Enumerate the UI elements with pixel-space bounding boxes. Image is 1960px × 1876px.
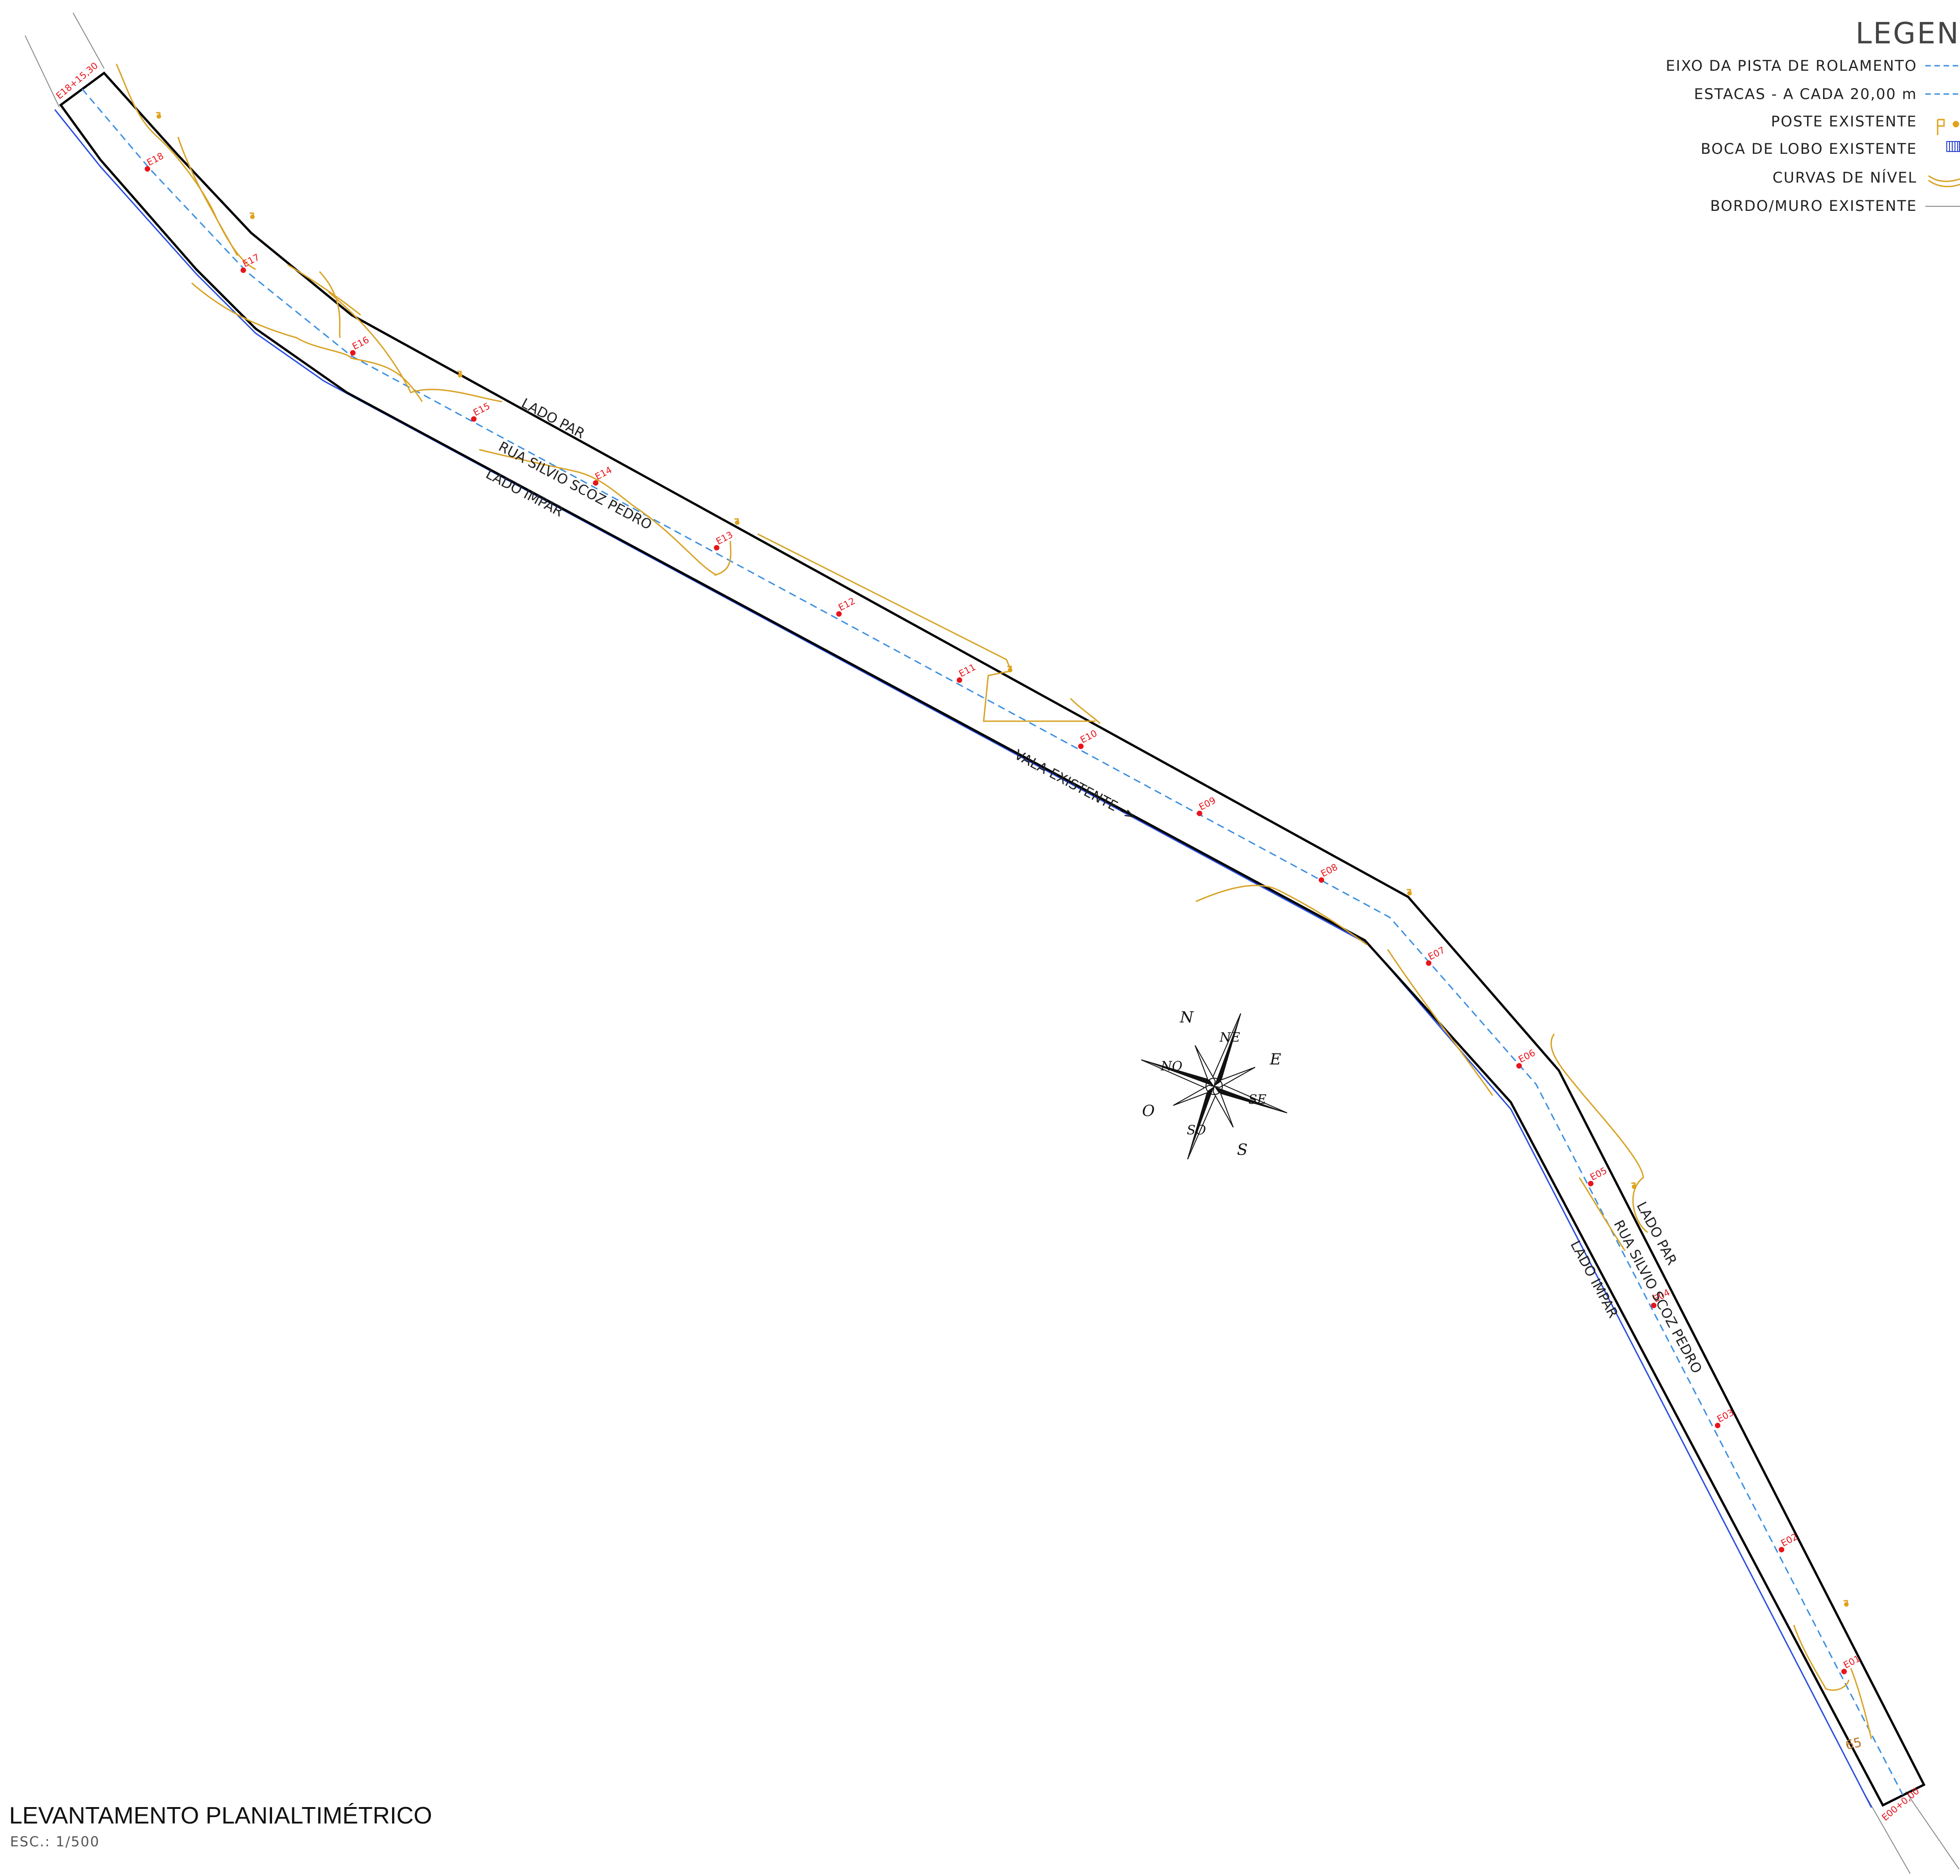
pole-icon bbox=[1844, 1600, 1849, 1607]
svg-text:NE: NE bbox=[1219, 1030, 1240, 1045]
svg-text:E06: E06 bbox=[1516, 1047, 1537, 1065]
legend-label: CURVAS DE NÍVEL bbox=[1772, 169, 1917, 186]
station-marker: E13 bbox=[714, 529, 734, 550]
side-even-label-upper: LADO PAR bbox=[519, 395, 587, 442]
station-marker: E09 bbox=[1197, 795, 1217, 816]
station-marker: E08 bbox=[1319, 861, 1339, 883]
pole-icon bbox=[1937, 119, 1959, 135]
pole-icon bbox=[250, 212, 255, 219]
svg-text:O: O bbox=[1142, 1102, 1155, 1120]
pole-icon bbox=[1407, 889, 1412, 896]
svg-text:E09: E09 bbox=[1197, 795, 1217, 812]
svg-text:SE: SE bbox=[1248, 1092, 1267, 1107]
legend-label: EIXO DA PISTA DE ROLAMENTO bbox=[1666, 57, 1917, 74]
side-odd-label-lower: LADO IMPAR bbox=[1567, 1238, 1621, 1321]
svg-text:NO: NO bbox=[1160, 1059, 1183, 1074]
station-marker: E12 bbox=[836, 595, 857, 617]
station-marker: E18 bbox=[145, 150, 165, 172]
svg-text:E07: E07 bbox=[1426, 944, 1446, 962]
svg-text:N: N bbox=[1179, 1008, 1194, 1027]
contour-lines bbox=[115, 63, 1872, 1740]
drawing-title: LEVANTAMENTO PLANIALTIMÉTRICO bbox=[9, 1803, 432, 1829]
road-boundary bbox=[59, 71, 1926, 1807]
svg-text:E11: E11 bbox=[957, 661, 977, 679]
legend-label: POSTE EXISTENTE bbox=[1771, 113, 1917, 130]
compass-rose bbox=[1141, 1013, 1288, 1160]
contour-label: 65 bbox=[1844, 1735, 1863, 1753]
station-marker: E10 bbox=[1078, 728, 1099, 749]
svg-text:E10: E10 bbox=[1078, 728, 1099, 745]
station-marker: E11 bbox=[957, 661, 977, 683]
station-marker: E17 bbox=[241, 252, 261, 273]
station-marker: E06 bbox=[1516, 1047, 1537, 1069]
contour-icon bbox=[1928, 175, 1960, 188]
drawing-scale: ESC.: 1/500 bbox=[10, 1834, 100, 1850]
legend-title: LEGEND bbox=[1855, 17, 1960, 51]
legend-label: BOCA DE LOBO EXISTENTE bbox=[1701, 140, 1917, 157]
svg-text:SO: SO bbox=[1187, 1122, 1206, 1137]
svg-text:S: S bbox=[1237, 1141, 1247, 1159]
storm-drain-icon bbox=[1946, 141, 1960, 152]
legend-label: ESTACAS - A CADA 20,00 m bbox=[1694, 85, 1917, 103]
station-marker: E07 bbox=[1426, 944, 1446, 966]
pole-icon bbox=[1631, 1182, 1636, 1189]
legend-label: BORDO/MURO EXISTENTE bbox=[1710, 197, 1917, 215]
ditch-label: VALA EXISTENTE -> bbox=[1011, 747, 1138, 824]
pole-icon bbox=[1007, 666, 1012, 672]
svg-text:E12: E12 bbox=[836, 595, 857, 613]
svg-text:E18: E18 bbox=[145, 150, 165, 168]
station-marker: E14 bbox=[593, 464, 613, 486]
pole-icon bbox=[156, 112, 161, 119]
road-axis-centerline bbox=[81, 89, 1904, 1797]
station-marker: E05 bbox=[1588, 1165, 1609, 1186]
svg-text:E: E bbox=[1269, 1050, 1281, 1069]
compass-labels: N NE E SE S SO O NO bbox=[1142, 1008, 1281, 1159]
existing-wall-lines bbox=[25, 12, 1960, 1874]
pole-icon bbox=[457, 371, 462, 377]
svg-text:E13: E13 bbox=[714, 529, 734, 547]
station-marker: E16 bbox=[350, 334, 371, 356]
svg-text:E15: E15 bbox=[471, 400, 492, 418]
legend: LEGEND EIXO DA PISTA DE ROLAMENTO ESTACA… bbox=[1666, 17, 1960, 215]
odd-side-edge bbox=[54, 109, 1872, 1808]
station-marker: E15 bbox=[471, 400, 492, 422]
svg-text:E16: E16 bbox=[350, 334, 371, 352]
svg-text:E05: E05 bbox=[1588, 1165, 1609, 1183]
existing-poles bbox=[156, 112, 1849, 1607]
svg-text:E08: E08 bbox=[1319, 861, 1339, 879]
pole-icon bbox=[734, 518, 739, 525]
station-markers: E01 E02 E03 E04 E05 E06 E07 E08 E09 E10 … bbox=[145, 150, 1862, 1674]
title-block: LEVANTAMENTO PLANIALTIMÉTRICO ESC.: 1/50… bbox=[9, 1803, 432, 1850]
